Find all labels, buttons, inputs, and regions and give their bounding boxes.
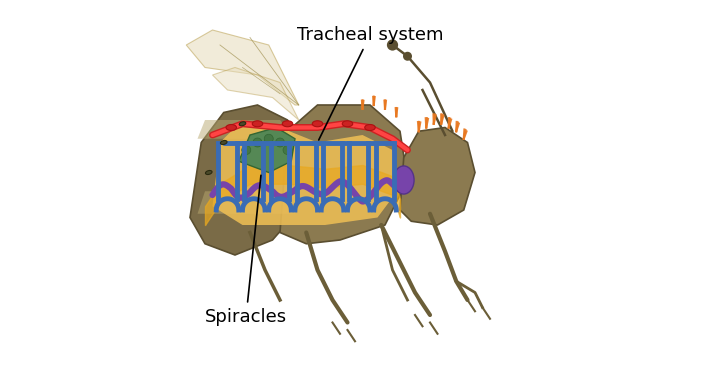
Circle shape bbox=[276, 138, 284, 147]
Circle shape bbox=[403, 52, 412, 61]
Circle shape bbox=[264, 134, 273, 143]
Polygon shape bbox=[197, 120, 295, 139]
Ellipse shape bbox=[342, 121, 353, 127]
Circle shape bbox=[283, 146, 292, 154]
Polygon shape bbox=[400, 128, 475, 225]
Ellipse shape bbox=[282, 121, 293, 127]
Circle shape bbox=[253, 138, 262, 147]
Ellipse shape bbox=[226, 124, 236, 130]
Ellipse shape bbox=[205, 171, 212, 174]
Polygon shape bbox=[280, 105, 407, 244]
Polygon shape bbox=[190, 105, 306, 255]
Circle shape bbox=[387, 39, 398, 51]
Ellipse shape bbox=[394, 166, 414, 194]
Polygon shape bbox=[212, 68, 299, 120]
Polygon shape bbox=[239, 128, 295, 172]
Polygon shape bbox=[197, 191, 295, 214]
Ellipse shape bbox=[220, 141, 227, 144]
Ellipse shape bbox=[312, 121, 323, 127]
Ellipse shape bbox=[252, 121, 262, 127]
Text: Spiracles: Spiracles bbox=[205, 175, 287, 326]
Text: Tracheal system: Tracheal system bbox=[297, 26, 443, 140]
Polygon shape bbox=[212, 120, 400, 225]
Polygon shape bbox=[186, 30, 299, 105]
Polygon shape bbox=[197, 154, 295, 176]
Ellipse shape bbox=[365, 124, 376, 130]
Ellipse shape bbox=[239, 122, 246, 126]
Circle shape bbox=[241, 146, 251, 154]
